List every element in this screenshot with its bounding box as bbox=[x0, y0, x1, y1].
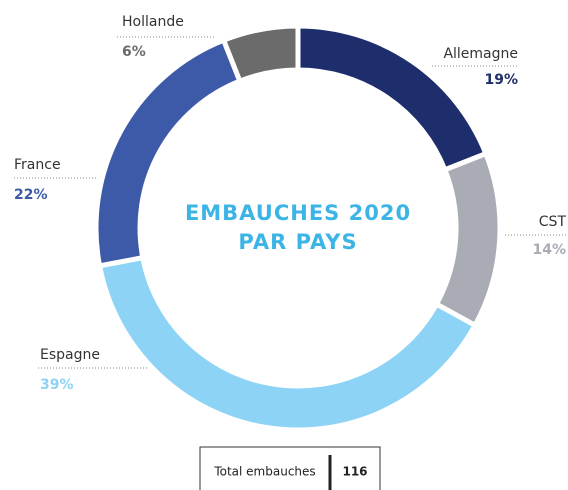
legend-label: Hollande bbox=[122, 14, 184, 30]
value-label: 14% bbox=[532, 242, 566, 258]
value-label: 6% bbox=[122, 44, 146, 60]
total-table: Total embauches 116 bbox=[199, 446, 381, 490]
chart-title: PAR PAYS bbox=[238, 230, 357, 254]
legend-label: Espagne bbox=[40, 347, 100, 363]
chart-title: EMBAUCHES 2020 bbox=[185, 201, 411, 225]
donut-segment bbox=[96, 254, 479, 433]
donut-segment bbox=[93, 36, 244, 269]
donut-segment bbox=[433, 150, 503, 329]
legend-label: Allemagne bbox=[443, 46, 518, 62]
table-border bbox=[199, 446, 381, 490]
value-label: 39% bbox=[40, 377, 74, 393]
legend-label: France bbox=[14, 157, 61, 173]
total-label: Total embauches bbox=[213, 465, 315, 479]
value-label: 19% bbox=[484, 72, 518, 88]
donut-segment bbox=[220, 23, 301, 85]
legend-label: CST bbox=[539, 214, 567, 230]
total-value: 116 bbox=[342, 465, 367, 479]
value-label: 22% bbox=[14, 187, 48, 203]
